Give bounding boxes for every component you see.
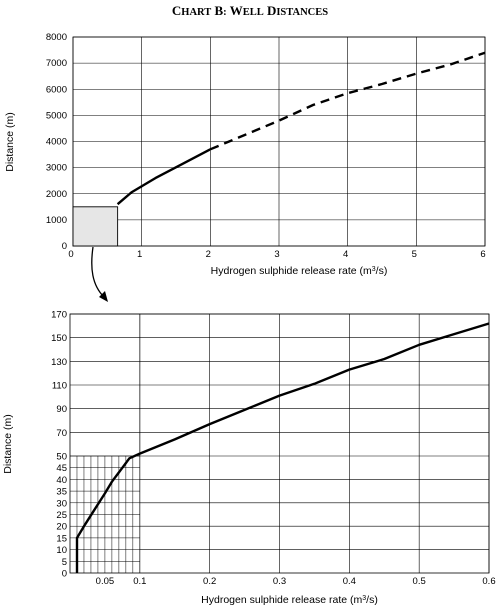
bottom-x-tick-label: 0.2 <box>203 576 216 587</box>
inset-box <box>72 206 119 247</box>
bottom-x-tick-label: 0.1 <box>133 576 146 587</box>
bottom-y-tick-label: 30 <box>56 498 67 509</box>
bottom-y-tick-label: 15 <box>56 533 67 544</box>
bottom-y-tick-label: 70 <box>56 428 67 439</box>
bottom-x-axis-label: Hydrogen sulphide release rate (m3/s) <box>201 594 378 606</box>
bottom-y-tick-label: 25 <box>56 510 67 521</box>
zoom-arrowhead <box>99 291 108 302</box>
bottom-y-tick-label: 5 <box>62 557 67 568</box>
top-y-tick-label: 6000 <box>46 84 67 95</box>
bottom-x-tick-label: 0.6 <box>482 576 495 587</box>
bottom-x-tick-label: 0.5 <box>413 576 426 587</box>
bottom-y-tick-label: 170 <box>51 310 67 321</box>
bottom-series-line <box>75 322 490 573</box>
top-y-axis-label: Distance (m) <box>4 112 16 172</box>
top-y-tick-label: 5000 <box>46 110 67 121</box>
bottom-x-tick-label: 0.05 <box>96 576 115 587</box>
bottom-y-axis-label: Distance (m) <box>2 414 14 474</box>
bottom-y-tick-label: 35 <box>56 487 67 498</box>
bottom-y-tick-label: 110 <box>52 381 67 392</box>
top-series-solid <box>116 148 211 206</box>
bottom-y-tick-label: 40 <box>56 475 67 486</box>
top-x-tick-label: 3 <box>274 249 279 260</box>
bottom-y-tick-label: 50 <box>56 452 67 463</box>
top-x-tick-label: 1 <box>137 249 142 260</box>
bottom-y-tick-label: 20 <box>56 522 67 533</box>
bottom-y-tick-label: 0 <box>62 569 67 580</box>
top-y-tick-label: 2000 <box>46 189 67 200</box>
zoom-arrow <box>91 246 105 298</box>
bottom-y-tick-label: 130 <box>51 357 67 368</box>
top-y-tick-label: 3000 <box>46 163 67 174</box>
top-y-tick-label: 8000 <box>46 32 67 43</box>
bottom-y-tick-label: 45 <box>56 463 67 474</box>
top-plot-frame <box>72 36 486 247</box>
top-series-dashed <box>209 51 486 151</box>
bottom-y-tick-label: 90 <box>56 404 67 415</box>
top-x-tick-label: 0 <box>68 249 73 260</box>
chart-title: CHART B: WELL DISTANCES <box>172 3 328 18</box>
bottom-y-tick-label: 10 <box>56 545 67 556</box>
top-x-tick-label: 4 <box>343 249 348 260</box>
top-x-tick-label: 5 <box>412 249 417 260</box>
top-x-axis-label: Hydrogen sulphide release rate (m3/s) <box>211 265 388 277</box>
bottom-x-tick-label: 0.3 <box>273 576 286 587</box>
top-y-tick-label: 4000 <box>46 137 67 148</box>
top-x-tick-label: 2 <box>206 249 211 260</box>
top-x-tick-label: 6 <box>480 249 485 260</box>
top-panel: 0 1 2 3 4 5 6 0 1000 2000 3000 4000 5000 6000 7000 8000… <box>4 32 486 277</box>
bottom-plot-frame <box>69 313 490 574</box>
bottom-x-tick-label: 0.4 <box>343 576 356 587</box>
top-y-tick-label: 1000 <box>46 215 67 226</box>
top-y-tick-label: 7000 <box>46 58 67 69</box>
bottom-y-tick-label: 150 <box>51 333 67 344</box>
top-y-tick-label: 0 <box>62 241 67 252</box>
